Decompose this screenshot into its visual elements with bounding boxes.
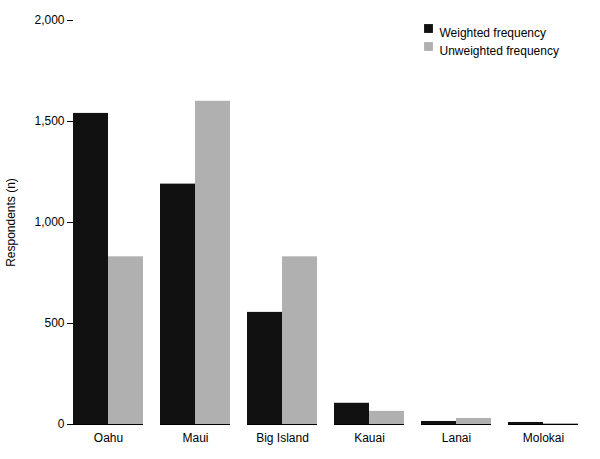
svg-text:1,000: 1,000	[34, 215, 64, 229]
svg-text:Weighted frequency: Weighted frequency	[440, 26, 547, 40]
svg-text:Respondents (n): Respondents (n)	[4, 178, 18, 267]
svg-text:500: 500	[44, 316, 64, 330]
svg-text:0: 0	[58, 417, 65, 431]
svg-text:2,000: 2,000	[34, 13, 64, 27]
svg-text:Kauai: Kauai	[354, 431, 385, 445]
svg-text:Lanai: Lanai	[442, 431, 471, 445]
svg-text:Unweighted frequency: Unweighted frequency	[440, 44, 559, 58]
svg-text:Big Island: Big Island	[256, 431, 309, 445]
svg-text:Molokai: Molokai	[523, 431, 564, 445]
svg-text:1,500: 1,500	[34, 114, 64, 128]
svg-text:Oahu: Oahu	[94, 431, 123, 445]
svg-text:Maui: Maui	[182, 431, 208, 445]
